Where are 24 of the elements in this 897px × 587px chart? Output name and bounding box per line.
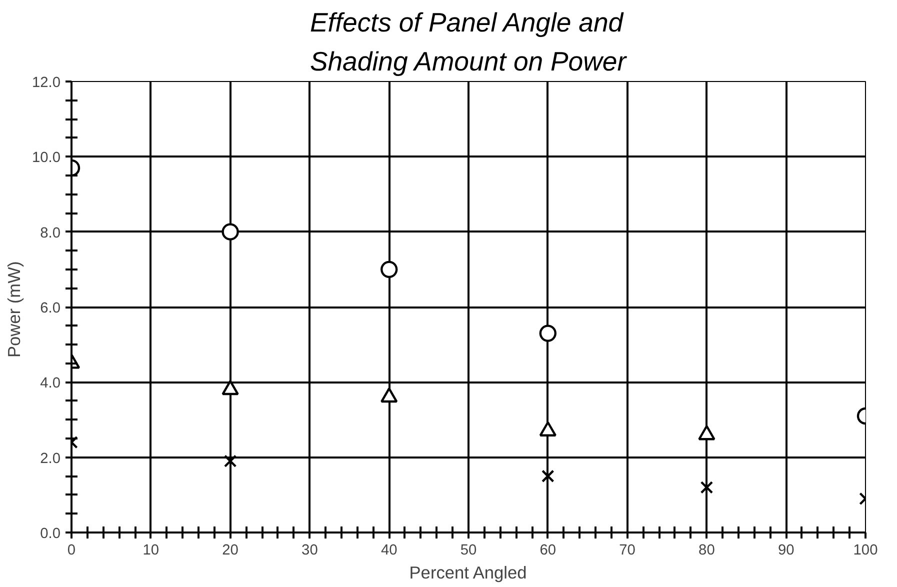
chart-title: Effects of Panel Angle and Shading Amount on Power bbox=[310, 8, 628, 76]
y-tick-label: 12.0 bbox=[32, 75, 61, 91]
x-tick-label: 70 bbox=[619, 542, 636, 558]
x-tick-label: 80 bbox=[698, 542, 715, 558]
x-tick-label: 100 bbox=[853, 542, 878, 558]
x-tick-label: 20 bbox=[222, 542, 238, 558]
x-tick-label: 60 bbox=[540, 542, 556, 558]
point bbox=[541, 470, 554, 483]
x-tick-label: 30 bbox=[302, 542, 318, 558]
y-tick-label: 6.0 bbox=[40, 300, 60, 316]
y-tick-label: 4.0 bbox=[40, 376, 60, 392]
y-tick-label: 8.0 bbox=[40, 225, 60, 242]
x-tick-label: 40 bbox=[380, 542, 398, 558]
x-tick-label: 10 bbox=[142, 542, 160, 558]
x-axis-title: Percent Angled bbox=[409, 562, 527, 582]
point bbox=[380, 260, 398, 278]
x-tick-label: 90 bbox=[778, 542, 794, 558]
x-tick-label: 50 bbox=[460, 542, 477, 558]
y-axis-title: Power (mW) bbox=[4, 261, 24, 358]
x-tick-label: 0 bbox=[67, 542, 76, 558]
y-tick-label: 0.0 bbox=[40, 526, 60, 542]
point bbox=[539, 324, 556, 342]
y-tick-label: 10.0 bbox=[32, 150, 61, 166]
y-tick-label: 2.0 bbox=[40, 450, 60, 467]
